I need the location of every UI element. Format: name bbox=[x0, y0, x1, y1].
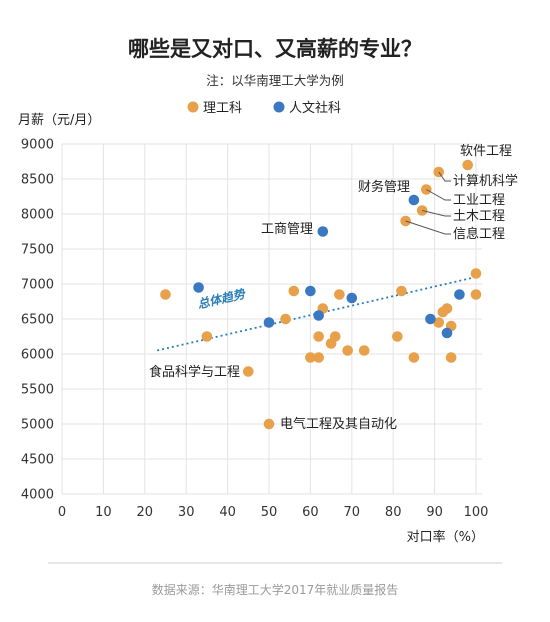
x-tick-label: 70 bbox=[344, 505, 361, 520]
data-points bbox=[160, 159, 482, 430]
engineering-point bbox=[392, 331, 403, 342]
engineering-point bbox=[280, 313, 291, 325]
y-axis-label: 月薪（元/月） bbox=[18, 113, 100, 128]
y-tick-label: 9000 bbox=[21, 138, 54, 153]
legend: 理工科 人文社科 bbox=[187, 100, 341, 116]
legend-label-engineering: 理工科 bbox=[203, 101, 242, 116]
engineering-point bbox=[396, 285, 407, 297]
engineering-point bbox=[313, 352, 324, 363]
x-tick-label: 60 bbox=[302, 505, 319, 520]
annotation-label: 食品科学与工程 bbox=[149, 364, 240, 380]
x-tick-label: 0 bbox=[58, 505, 66, 520]
y-tick-label: 8000 bbox=[21, 208, 54, 223]
legend-label-humanities: 人文社科 bbox=[289, 100, 341, 116]
x-tick-label: 50 bbox=[261, 505, 278, 520]
data-source: 数据来源：华南理工大学2017年就业质量报告 bbox=[152, 582, 399, 597]
humanities-point bbox=[454, 289, 465, 300]
annotation-label: 软件工程 bbox=[460, 144, 512, 159]
engineering-point bbox=[334, 289, 345, 300]
engineering-point bbox=[433, 317, 445, 328]
engineering-point bbox=[288, 285, 300, 297]
x-tick-label: 40 bbox=[219, 505, 236, 520]
engineering-point bbox=[445, 352, 457, 363]
engineering-point bbox=[342, 345, 353, 356]
y-tick-label: 4500 bbox=[21, 453, 54, 468]
y-tick-label: 5000 bbox=[21, 418, 54, 433]
annotation-label: 信息工程 bbox=[453, 226, 505, 242]
y-tick-label: 7500 bbox=[21, 243, 54, 258]
x-tick-label: 100 bbox=[464, 505, 489, 520]
annotation-label: 计算机科学 bbox=[453, 173, 518, 189]
legend-swatch-humanities bbox=[273, 101, 285, 113]
engineering-point bbox=[358, 345, 370, 356]
y-tick-label: 6500 bbox=[21, 313, 54, 328]
y-tick-label: 7000 bbox=[21, 278, 54, 293]
engineering-point bbox=[313, 331, 324, 342]
humanities-point bbox=[441, 327, 453, 339]
y-tick-label: 4000 bbox=[21, 488, 54, 503]
annotation-label: 土木工程 bbox=[453, 209, 505, 224]
humanities-point bbox=[263, 317, 275, 328]
engineering-point bbox=[160, 289, 171, 300]
humanities-point bbox=[346, 292, 358, 304]
humanities-point bbox=[317, 226, 329, 237]
engineering-point bbox=[329, 331, 341, 342]
humanities-point bbox=[408, 194, 420, 206]
x-tick-label: 80 bbox=[385, 505, 402, 520]
engineering-point bbox=[305, 352, 316, 363]
chart-note: 注：以华南理工大学为例 bbox=[206, 73, 344, 88]
annotation-leader bbox=[426, 189, 451, 201]
engineering-point bbox=[441, 303, 453, 314]
y-tick-label: 8500 bbox=[21, 173, 54, 188]
engineering-point bbox=[243, 366, 254, 377]
annotation-leader bbox=[405, 220, 451, 235]
chart-title: 哪些是又对口、又高薪的专业？ bbox=[128, 37, 422, 61]
x-axis-label: 对口率（%） bbox=[407, 529, 484, 545]
annotation-leader bbox=[422, 210, 451, 217]
legend-swatch-engineering bbox=[187, 101, 199, 113]
engineering-point bbox=[470, 289, 482, 300]
engineering-point bbox=[462, 159, 474, 171]
annotation-label: 电气工程及其自动化 bbox=[280, 416, 397, 432]
engineering-point bbox=[263, 418, 275, 430]
humanities-point bbox=[193, 282, 204, 293]
x-tick-label: 20 bbox=[137, 505, 154, 520]
engineering-point bbox=[408, 352, 420, 363]
trendline-label: 总体趋势 bbox=[196, 287, 248, 312]
humanities-point bbox=[305, 285, 316, 297]
x-tick-label: 10 bbox=[95, 505, 112, 520]
y-tick-label: 5500 bbox=[21, 383, 54, 398]
annotation-label: 工商管理 bbox=[261, 222, 313, 237]
engineering-point bbox=[470, 268, 482, 279]
x-tick-label: 90 bbox=[426, 505, 443, 520]
x-tick-label: 30 bbox=[178, 505, 195, 520]
axis-ticks: 4000 4500 5000 5500 6000 6500 7000 7500 8000 8500… bbox=[21, 138, 489, 521]
annotation-label: 财务管理 bbox=[358, 179, 410, 195]
y-tick-label: 6000 bbox=[21, 348, 54, 363]
humanities-point bbox=[425, 313, 436, 325]
humanities-point bbox=[313, 310, 324, 321]
annotation-label: 工业工程 bbox=[453, 193, 505, 208]
engineering-point bbox=[201, 331, 213, 342]
annotation-leader bbox=[438, 171, 451, 182]
